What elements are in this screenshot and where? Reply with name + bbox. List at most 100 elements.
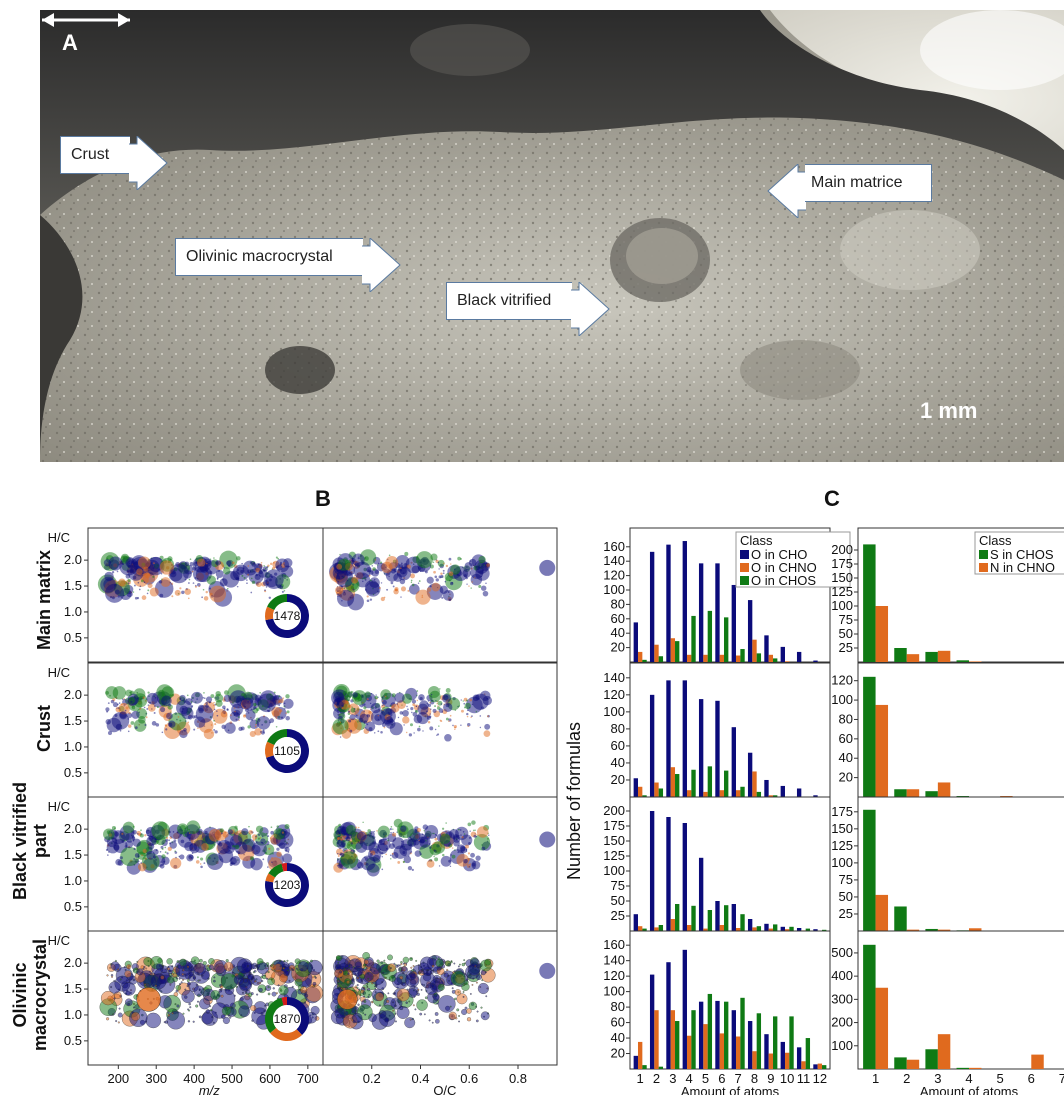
scatter-point-mz — [222, 705, 226, 710]
scatter-point-oc — [391, 852, 394, 855]
scatter-point-mz — [261, 724, 263, 726]
scatter-point-oc — [448, 598, 452, 602]
scatter-point-oc — [447, 591, 450, 594]
scatter-point-oc — [382, 709, 384, 711]
scatter-point-mz — [175, 856, 177, 859]
donut-slice — [268, 863, 284, 878]
scatter-point-oc — [400, 825, 407, 832]
scatter-point-oc — [438, 725, 440, 727]
scatter-point-oc — [416, 711, 429, 725]
scatter-point-oc — [369, 702, 372, 705]
scatter-point-mz — [191, 715, 196, 719]
y-tick-label: 80 — [839, 711, 853, 726]
scatter-point-mz — [270, 830, 275, 835]
scatter-point-oc — [389, 704, 392, 707]
scatter-point-oc — [335, 586, 344, 595]
scatter-point-oc — [348, 704, 352, 708]
scatter-point-mz — [236, 585, 239, 588]
scatter-point-oc — [457, 828, 460, 831]
scatter-point-mz — [169, 563, 189, 584]
scatter-point-mz — [276, 564, 283, 571]
scatter-point-mz — [259, 691, 261, 694]
scatter-point-oc — [434, 575, 438, 579]
scatter-point-mz — [139, 695, 142, 698]
scatter-point-mz — [248, 825, 250, 828]
scatter-point-oc — [449, 865, 452, 868]
scatter-point-mz — [105, 686, 119, 699]
scatter-point-mz — [118, 703, 130, 715]
scatter-point-mz — [269, 837, 272, 839]
scatter-point-mz — [131, 710, 140, 719]
scatter-point-mz — [152, 575, 155, 578]
bar — [780, 646, 785, 662]
scatter-point-oc — [471, 715, 473, 717]
scatter-point-oc — [426, 587, 432, 592]
scatter-point-mz — [269, 718, 275, 723]
scatter-point-mz — [233, 833, 236, 836]
scatter-point-oc — [397, 861, 401, 864]
scatter-point-mz — [105, 719, 111, 725]
scatter-point-mz — [214, 723, 217, 726]
scatter-point-oc — [370, 570, 372, 572]
scatter-point-oc — [470, 852, 475, 858]
scatter-point-mz — [144, 723, 147, 726]
scatter-point-mz — [164, 846, 167, 849]
y-tick-label: 75 — [839, 872, 853, 887]
scatter-point-mz — [219, 828, 224, 833]
scatter-point-mz — [260, 838, 266, 844]
scatter-point-mz — [201, 843, 209, 851]
scatter-point-mz — [249, 730, 256, 738]
scatter-point-mz — [119, 711, 128, 720]
bar — [691, 905, 696, 931]
bar — [666, 817, 671, 931]
arrow-right-icon — [571, 282, 610, 336]
scatter-point-oc — [350, 586, 354, 590]
bar — [863, 676, 876, 797]
bar — [735, 790, 741, 797]
legend-swatch — [740, 550, 749, 559]
scatter-point-oc — [341, 704, 344, 707]
scatter-point-mz — [282, 697, 284, 700]
scatter-point-oc — [371, 568, 380, 577]
bar — [707, 993, 713, 1069]
donut-slice — [265, 594, 309, 638]
bar — [703, 791, 708, 797]
scatter-point-mz — [151, 821, 170, 840]
scatter-point-oc — [429, 726, 434, 731]
bar — [698, 1001, 704, 1069]
scatter-point-mz — [140, 829, 142, 831]
bar — [719, 925, 725, 931]
y-tick-label: 300 — [831, 991, 853, 1006]
scatter-point-oc — [374, 714, 382, 722]
scatter-point-oc — [426, 715, 431, 720]
scatter-point-oc — [402, 860, 406, 864]
scatter-point-oc — [378, 586, 381, 589]
scatter-point-oc — [480, 690, 491, 702]
scatter-point-oc — [472, 694, 480, 702]
scatter-point-mz — [277, 557, 280, 560]
scatter-point-oc — [416, 699, 419, 702]
bar — [715, 563, 720, 662]
scatter-point-mz — [124, 709, 127, 712]
bar-frame — [857, 930, 1064, 1070]
scatter-point-oc — [379, 848, 382, 851]
scatter-point-oc — [386, 847, 388, 850]
y-tick-label: 400 — [831, 968, 853, 983]
bar — [735, 1036, 741, 1069]
scatter-point-mz — [268, 596, 272, 599]
y-tick-label: 200 — [603, 803, 625, 818]
scatter-point-outlier — [539, 559, 556, 576]
bar — [666, 962, 671, 1069]
scatter-point-mz — [114, 831, 120, 837]
y-tick-label: 175 — [603, 818, 625, 833]
y-tick-label: 175 — [831, 804, 853, 819]
scatter-point-oc — [441, 827, 445, 830]
scatter-point-mz — [164, 851, 167, 854]
y-tick-label: 2.0 — [64, 821, 82, 836]
scatter-point-mz — [208, 587, 212, 590]
scatter-point-oc — [336, 700, 340, 704]
scatter-point-mz — [196, 577, 199, 580]
bar — [764, 923, 769, 931]
scatter-point-mz — [178, 855, 181, 858]
scatter-point-mz — [161, 856, 170, 865]
